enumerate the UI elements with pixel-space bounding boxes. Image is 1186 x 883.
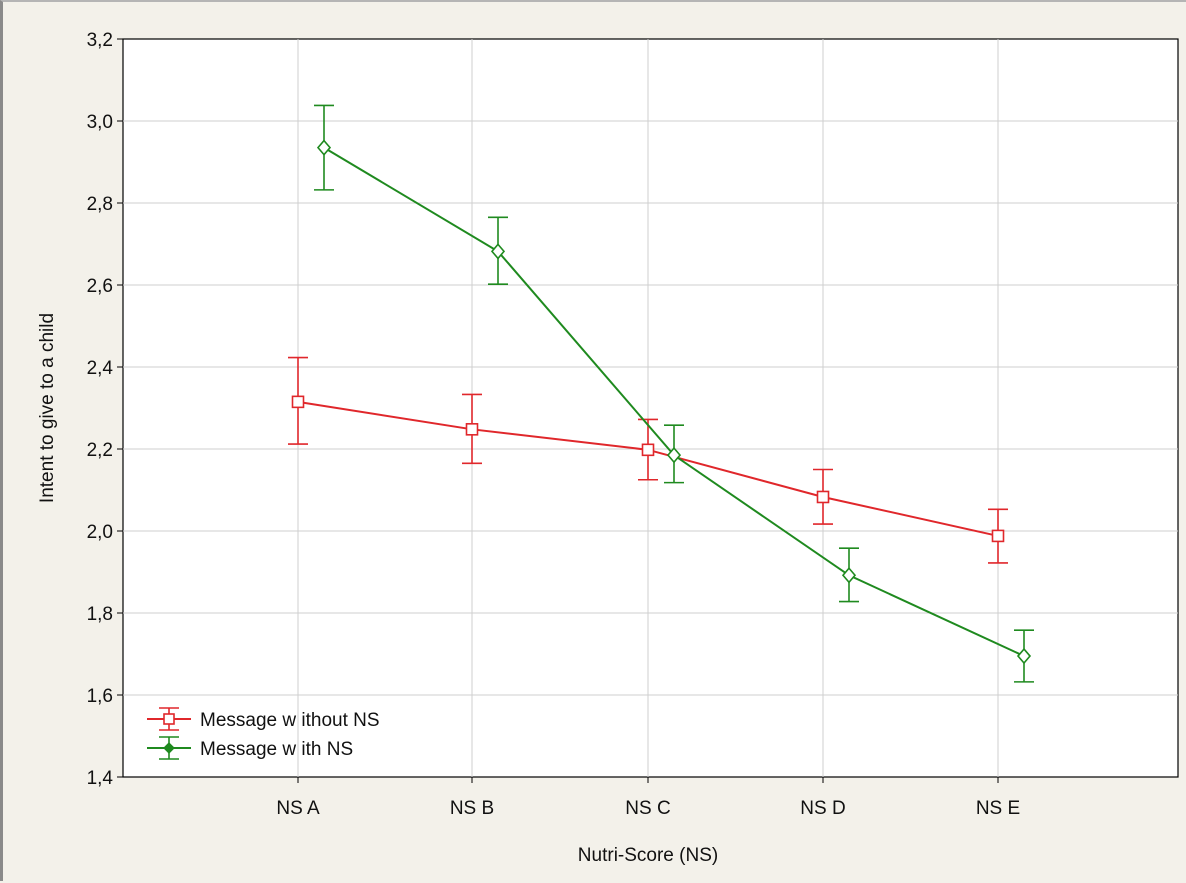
legend: Message w ithout NS Message w ith NS xyxy=(147,707,380,760)
legend-marker-square xyxy=(163,713,175,725)
series-group xyxy=(288,104,1034,683)
grid-lines xyxy=(123,39,1178,777)
data-point-square xyxy=(816,490,830,504)
data-point-square xyxy=(291,395,305,409)
y-tick-label: 2,6 xyxy=(87,276,113,297)
plot-area xyxy=(122,38,1179,778)
x-tick-label: NS B xyxy=(450,798,494,819)
x-tick-label: NS E xyxy=(976,798,1020,819)
data-point-square xyxy=(465,423,479,436)
y-tick-label: 2,2 xyxy=(87,440,113,461)
legend-label: Message w ithout NS xyxy=(200,710,380,731)
y-tick-label: 2,4 xyxy=(87,358,114,379)
data-point-diamond xyxy=(666,446,682,464)
legend-label: Message w ith NS xyxy=(200,739,353,760)
y-axis-title: Intent to give to a child xyxy=(37,313,58,503)
x-axis-ticks: NS A NS B NS C NS D NS E xyxy=(276,777,1020,819)
series-2 xyxy=(314,104,1034,683)
y-tick-label: 2,8 xyxy=(87,194,113,215)
legend-item-2: Message w ith NS xyxy=(147,736,353,760)
y-tick-label: 1,6 xyxy=(87,686,113,707)
y-tick-label: 3,2 xyxy=(87,30,113,51)
data-point-diamond xyxy=(1016,647,1032,665)
x-tick-label: NS C xyxy=(625,798,670,819)
legend-item-1: Message w ithout NS xyxy=(147,707,380,731)
data-point-diamond xyxy=(316,139,332,156)
y-tick-label: 2,0 xyxy=(87,522,113,543)
data-point-square xyxy=(991,529,1005,543)
data-point-diamond xyxy=(490,243,506,260)
y-tick-label: 3,0 xyxy=(87,112,113,133)
data-point-square xyxy=(641,443,655,457)
y-axis-ticks: 1,4 1,6 1,8 2,0 2,2 2,4 2,6 2,8 3,0 3,2 xyxy=(87,30,123,789)
y-tick-label: 1,8 xyxy=(87,604,113,625)
x-tick-label: NS D xyxy=(800,798,845,819)
x-axis-title: Nutri-Score (NS) xyxy=(578,845,718,866)
series-1 xyxy=(288,356,1008,564)
legend-marker-diamond xyxy=(163,742,175,754)
data-point-diamond xyxy=(841,567,857,584)
y-tick-label: 1,4 xyxy=(87,768,114,789)
x-tick-label: NS A xyxy=(276,798,320,819)
